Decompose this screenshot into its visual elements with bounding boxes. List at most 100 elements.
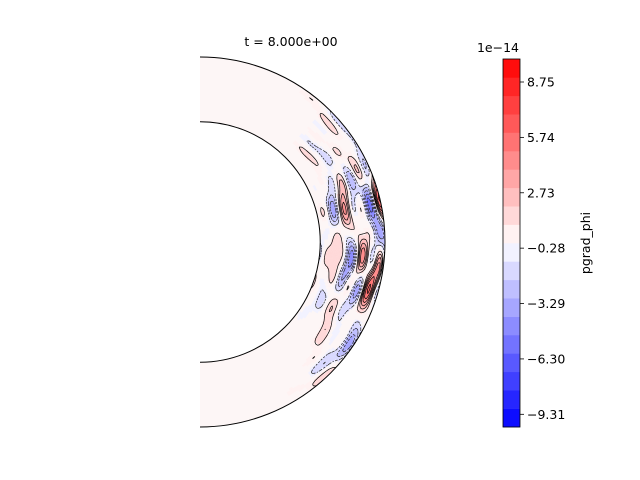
- contour-level-line: [324, 164, 384, 331]
- field-cell: [313, 119, 318, 124]
- field-cell: [333, 143, 339, 148]
- field-cell: [363, 234, 367, 239]
- contour-level-line: [366, 193, 382, 294]
- field-cell: [322, 281, 326, 286]
- colorbar-tick-label: −9.31: [527, 407, 565, 422]
- contour-level-line: [323, 158, 385, 365]
- field-cell: [355, 225, 358, 230]
- field-cell: [334, 170, 339, 175]
- field-cell: [321, 244, 325, 248]
- field-cell: [348, 150, 353, 156]
- field-cell: [333, 241, 336, 246]
- colorbar-tick-label: 5.74: [527, 130, 555, 145]
- field-cell: [339, 241, 342, 246]
- field-cell: [303, 134, 308, 139]
- field-cell: [317, 158, 322, 164]
- field-cell: [321, 241, 325, 245]
- contour-level-line: [367, 197, 374, 213]
- colorbar-level-11: [503, 206, 520, 225]
- contour-level-line: [364, 188, 383, 300]
- field-cell: [330, 141, 335, 146]
- colorbar-level-3: [503, 353, 520, 373]
- contour-level-line: [342, 184, 383, 303]
- field-cell: [335, 244, 338, 248]
- field-cell: [337, 244, 340, 249]
- field-cell: [300, 133, 305, 138]
- colorbar-ticks: 8.75 5.74 2.73 −0.28 −3.29 −6.30 −9.31: [520, 75, 565, 422]
- field-cell: [336, 296, 341, 301]
- contour-level-line: [347, 193, 375, 268]
- colorbar-level-2: [503, 371, 520, 391]
- field-cell: [338, 244, 342, 249]
- field-cell: [312, 358, 317, 364]
- colorbar-level-15: [503, 132, 520, 152]
- contour-level-line: [340, 181, 384, 307]
- field-cell: [359, 203, 363, 209]
- field-cell: [357, 228, 361, 233]
- colorbar-level-12: [503, 187, 520, 207]
- field-cell: [337, 144, 342, 150]
- field-cell: [318, 346, 324, 351]
- field-cell: [359, 235, 363, 239]
- colorbar-tick-label: −3.29: [527, 296, 565, 311]
- colorbar-frame: [502, 58, 521, 428]
- colorbar-level-4: [503, 335, 520, 354]
- contour-level-line: [329, 190, 384, 353]
- field-cell: [337, 235, 340, 240]
- field-cell: [306, 126, 312, 131]
- field-cell: [299, 142, 304, 147]
- field-cell: [325, 140, 330, 146]
- field-cell: [321, 239, 325, 243]
- field-cell: [337, 241, 340, 246]
- colorbar-tick-label: −6.30: [527, 351, 565, 366]
- field-cell: [293, 140, 298, 145]
- field-cell: [346, 238, 350, 243]
- colorbar-level-5: [503, 316, 520, 336]
- field-cell: [327, 230, 330, 235]
- field-cell: [367, 227, 370, 232]
- colorbar-offset-text: 1e−14: [477, 40, 519, 55]
- outer-boundary: [199, 56, 386, 428]
- colorbar-level-19: [503, 59, 520, 78]
- field-cell: [315, 279, 319, 284]
- field-cell: [335, 241, 338, 246]
- colorbar-level-17: [503, 95, 520, 115]
- field-cell: [361, 234, 365, 239]
- field-cell: [323, 288, 328, 293]
- colorbar-level-9: [503, 243, 520, 262]
- field-cell: [331, 244, 334, 248]
- field-cell: [335, 238, 338, 243]
- colorbar-label: pgrad_phi: [578, 212, 593, 274]
- field-cell: [324, 149, 329, 155]
- field-cell: [323, 285, 327, 289]
- colorbar-tick-label: 8.75: [527, 75, 555, 90]
- field-cell: [337, 238, 340, 243]
- field-cell: [339, 238, 342, 243]
- field-cell: [344, 235, 348, 240]
- colorbar-tick-label: 2.73: [527, 185, 555, 200]
- field-cell: [325, 236, 329, 240]
- field-cell: [351, 277, 355, 282]
- field-cell: [299, 89, 305, 94]
- field-cell: [325, 233, 328, 237]
- contour-lines: [298, 97, 385, 387]
- field-cell: [338, 322, 343, 328]
- field-cell: [312, 184, 316, 189]
- colorbar-level-0: [503, 408, 520, 428]
- field-cell: [361, 214, 365, 219]
- colorbar-level-10: [503, 224, 520, 244]
- colorbar-level-1: [503, 390, 520, 409]
- field-layer: [200, 57, 385, 427]
- field-cell: [369, 231, 372, 236]
- field-cell: [343, 149, 348, 155]
- field-cell: [365, 234, 369, 239]
- chart-title: t = 8.000e+00: [244, 34, 337, 49]
- field-cell: [335, 236, 338, 240]
- field-cell: [319, 202, 323, 206]
- colorbar-level-18: [503, 77, 520, 97]
- field-cell: [341, 162, 346, 168]
- field-cell: [313, 141, 318, 147]
- colorbar-level-6: [503, 298, 520, 317]
- colorbar-level-16: [503, 114, 520, 133]
